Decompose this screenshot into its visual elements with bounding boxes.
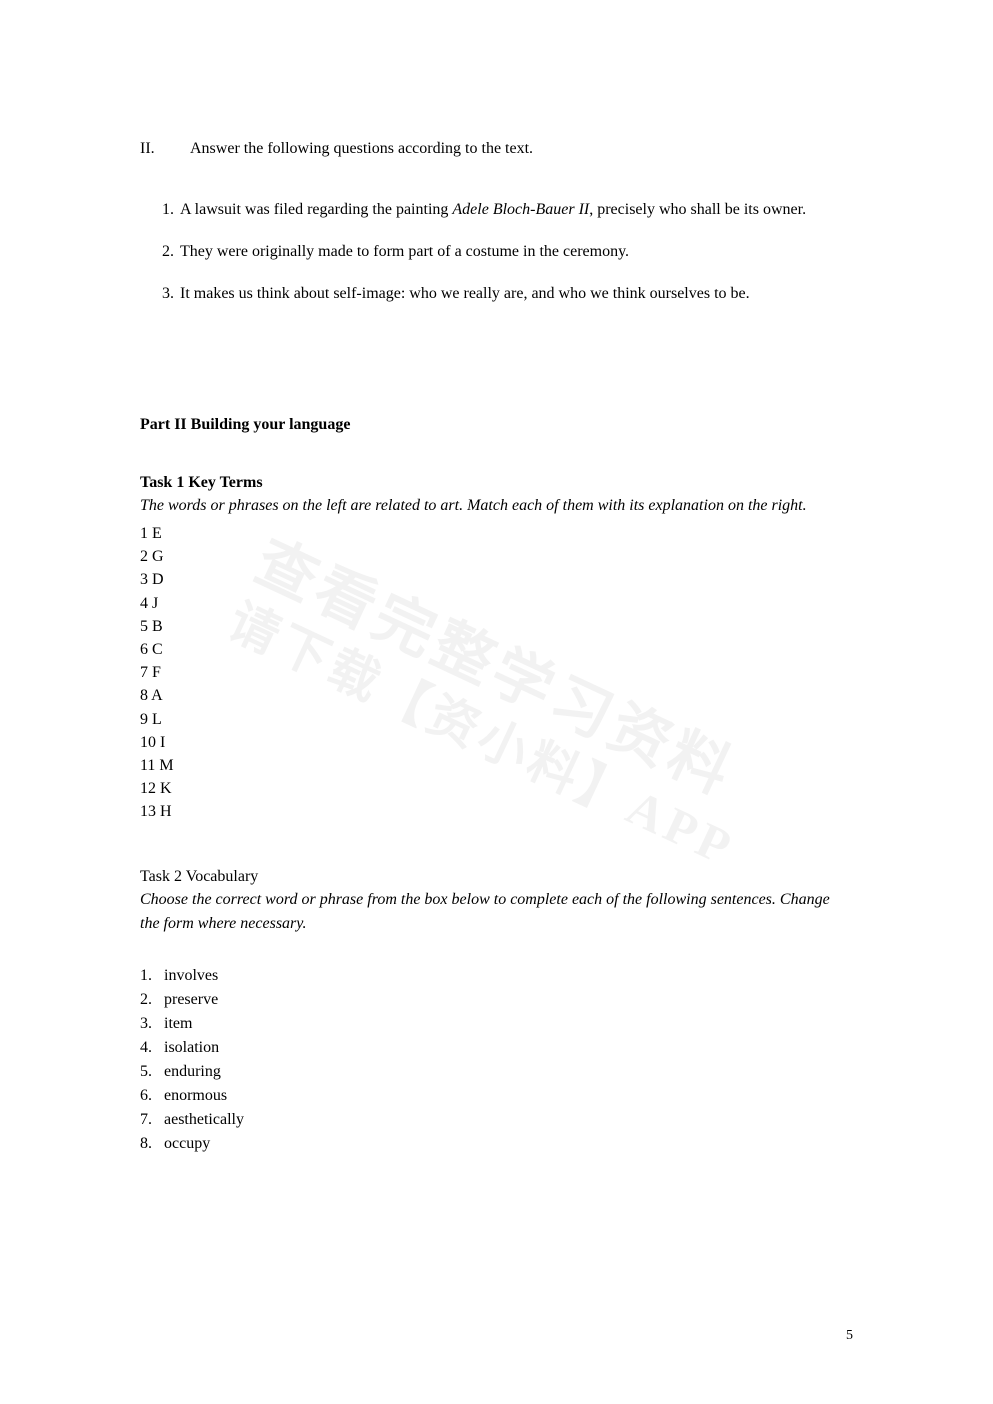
task1-answer: 11 M — [140, 754, 853, 777]
answer-num: 2. — [162, 240, 174, 264]
task1-answer: 10 I — [140, 731, 853, 754]
section-ii-heading: Answer the following questions according… — [190, 140, 533, 158]
vocab-item: 5. enduring — [140, 1060, 853, 1084]
answer-item-1: 1. A lawsuit was filed regarding the pai… — [162, 198, 853, 222]
vocab-item: 1. involves — [140, 964, 853, 988]
task1-answer: 7 F — [140, 661, 853, 684]
part-ii-heading: Part II Building your language — [140, 416, 853, 434]
roman-numeral: II. — [140, 140, 190, 158]
answer-num: 3. — [162, 282, 174, 306]
task1-answers: 1 E 2 G 3 D 4 J 5 B 6 C 7 F 8 A 9 L 10 I… — [140, 522, 853, 823]
answer-num: 1. — [162, 198, 174, 222]
task1-answer: 8 A — [140, 684, 853, 707]
task1-answer: 3 D — [140, 568, 853, 591]
answer-item-2: 2. They were originally made to form par… — [162, 240, 853, 264]
task1-answer: 13 H — [140, 800, 853, 823]
vocab-item: 7. aesthetically — [140, 1108, 853, 1132]
page-number: 5 — [846, 1328, 853, 1344]
answer-item-3: 3. It makes us think about self-image: w… — [162, 282, 853, 306]
vocab-item: 2. preserve — [140, 988, 853, 1012]
section-ii-header: II. Answer the following questions accor… — [140, 140, 853, 158]
vocab-item: 3. item — [140, 1012, 853, 1036]
answer-text: It makes us think about self-image: who … — [180, 282, 853, 306]
task1-answer: 2 G — [140, 545, 853, 568]
task1-answer: 9 L — [140, 708, 853, 731]
task1-answer: 5 B — [140, 615, 853, 638]
page-content: II. Answer the following questions accor… — [140, 140, 853, 1156]
task1-heading: Task 1 Key Terms — [140, 474, 853, 492]
section-ii-answers: 1. A lawsuit was filed regarding the pai… — [140, 198, 853, 306]
answer-text: They were originally made to form part o… — [180, 240, 853, 264]
vocab-item: 6. enormous — [140, 1084, 853, 1108]
task2-heading: Task 2 Vocabulary — [140, 868, 853, 886]
task1-instruction: The words or phrases on the left are rel… — [140, 494, 853, 518]
task1-answer: 6 C — [140, 638, 853, 661]
answer-text: A lawsuit was filed regarding the painti… — [180, 198, 853, 222]
task1-answer: 4 J — [140, 592, 853, 615]
task1-answer: 12 K — [140, 777, 853, 800]
task2-instruction: Choose the correct word or phrase from t… — [140, 888, 853, 936]
vocab-item: 4. isolation — [140, 1036, 853, 1060]
vocab-item: 8. occupy — [140, 1132, 853, 1156]
task2-answers: 1. involves 2. preserve 3. item 4. isola… — [140, 964, 853, 1156]
task1-answer: 1 E — [140, 522, 853, 545]
